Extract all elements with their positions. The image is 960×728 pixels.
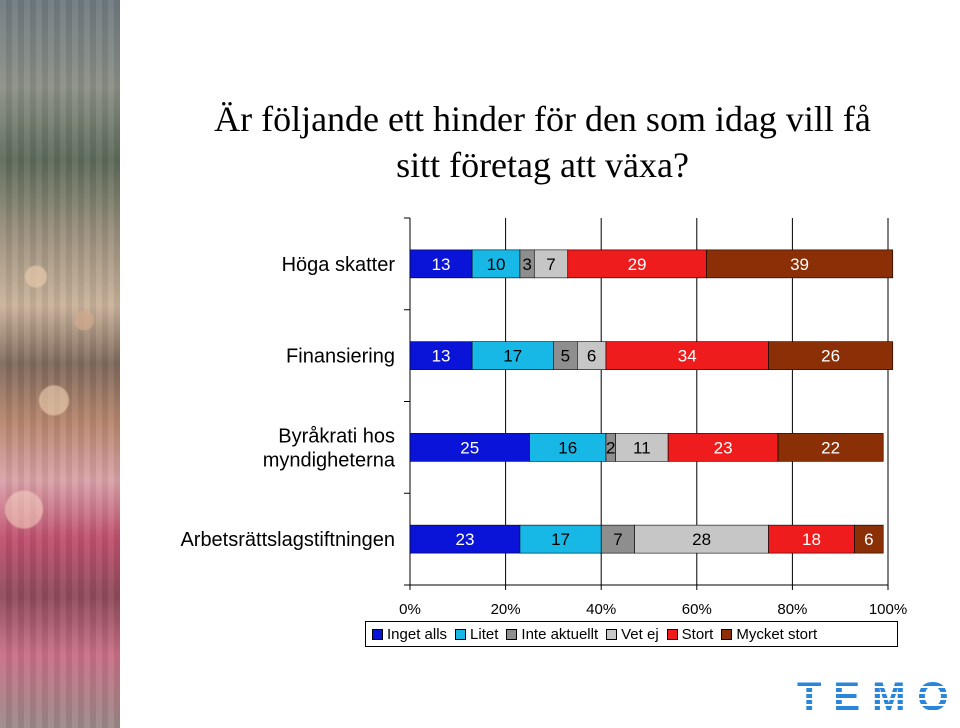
x-tick-label: 20% — [491, 601, 521, 618]
background-photo — [0, 0, 120, 728]
bar-segment — [706, 249, 894, 279]
x-tick-label: 80% — [777, 601, 807, 618]
data-label: 7 — [613, 530, 622, 549]
category-label: Byråkrati hos — [278, 425, 395, 447]
legend-swatch — [606, 628, 618, 640]
bar-segment — [768, 341, 894, 370]
bar-segment — [533, 249, 569, 279]
bar-segment — [605, 341, 769, 370]
legend-swatch — [372, 628, 383, 640]
category-label: myndigheterna — [263, 449, 396, 471]
bar-segment — [634, 524, 769, 554]
x-tick-label: 100% — [869, 601, 907, 618]
slide-title: Är följande ett hinder för den som idag … — [125, 96, 960, 188]
data-label: 6 — [864, 530, 873, 549]
bar-segment — [471, 341, 554, 370]
bar-segment — [409, 249, 473, 279]
legend-swatch — [506, 628, 518, 640]
x-tick-label: 0% — [399, 601, 421, 618]
bar-segment — [519, 524, 602, 554]
legend-swatch — [666, 628, 678, 640]
bar-segment — [768, 524, 855, 554]
legend-label: Inget alls — [387, 625, 448, 643]
bar-segment — [600, 524, 635, 554]
title-line-2: sitt företag att växa? — [396, 145, 689, 185]
data-label: 11 — [633, 438, 651, 457]
data-label: 17 — [551, 530, 570, 549]
legend-item: Vet ej — [606, 626, 659, 643]
data-label: 29 — [628, 255, 647, 274]
category-label: Höga skatter — [282, 254, 396, 276]
data-label: 5 — [561, 347, 570, 366]
x-tick-label: 40% — [586, 601, 616, 618]
data-label: 7 — [546, 255, 555, 274]
data-label: 26 — [821, 347, 840, 366]
data-label: 23 — [714, 438, 733, 457]
data-label: 13 — [432, 347, 451, 366]
data-label: 6 — [587, 347, 596, 366]
legend-item: Inget alls — [372, 626, 447, 643]
data-label: 17 — [503, 347, 522, 366]
chart-legend: Inget alls Litet Inte aktuellt Vet ej Stort M… — [365, 621, 898, 647]
legend-item: Stort — [666, 625, 714, 643]
data-label: 28 — [692, 530, 711, 549]
data-label: 18 — [802, 530, 821, 549]
temo-logo: TEMO — [797, 675, 960, 719]
bar-segment — [667, 433, 779, 462]
legend-label: Litet — [470, 625, 499, 643]
data-label: 16 — [558, 438, 577, 457]
legend-label: Inte aktuellt — [521, 625, 599, 643]
data-label: 13 — [432, 255, 451, 274]
legend-label: Vet ej — [621, 625, 659, 643]
data-label: 2 — [606, 438, 615, 457]
data-label: 39 — [790, 255, 809, 274]
bar-segment — [529, 433, 607, 462]
bar-segment — [615, 433, 669, 462]
category-label: Arbetsrättslagstiftningen — [180, 529, 395, 551]
legend-item: Inte aktuellt — [506, 626, 598, 643]
data-label: 25 — [460, 438, 479, 457]
legend-item: Litet — [455, 626, 498, 643]
title-line-1: Är följande ett hinder för den som idag … — [214, 99, 871, 139]
bar-segment — [777, 433, 884, 462]
data-label: 3 — [522, 255, 531, 274]
legend-label: Mycket stort — [736, 625, 818, 643]
data-label: 22 — [821, 438, 840, 457]
x-tick-label: 60% — [682, 601, 712, 618]
data-label: 34 — [678, 347, 697, 366]
data-label: 23 — [456, 530, 475, 549]
data-label: 10 — [487, 255, 506, 274]
legend-label: Stort — [681, 625, 714, 643]
bar-segment — [576, 341, 607, 370]
bar-segment — [409, 433, 530, 462]
bar-segment — [854, 524, 884, 554]
legend-swatch — [455, 628, 467, 640]
bar-segment — [409, 524, 521, 554]
category-label: Finansiering — [286, 346, 395, 368]
bar-segment — [409, 341, 473, 370]
legend-swatch — [721, 628, 733, 640]
legend-item: Mycket stort — [721, 626, 817, 643]
